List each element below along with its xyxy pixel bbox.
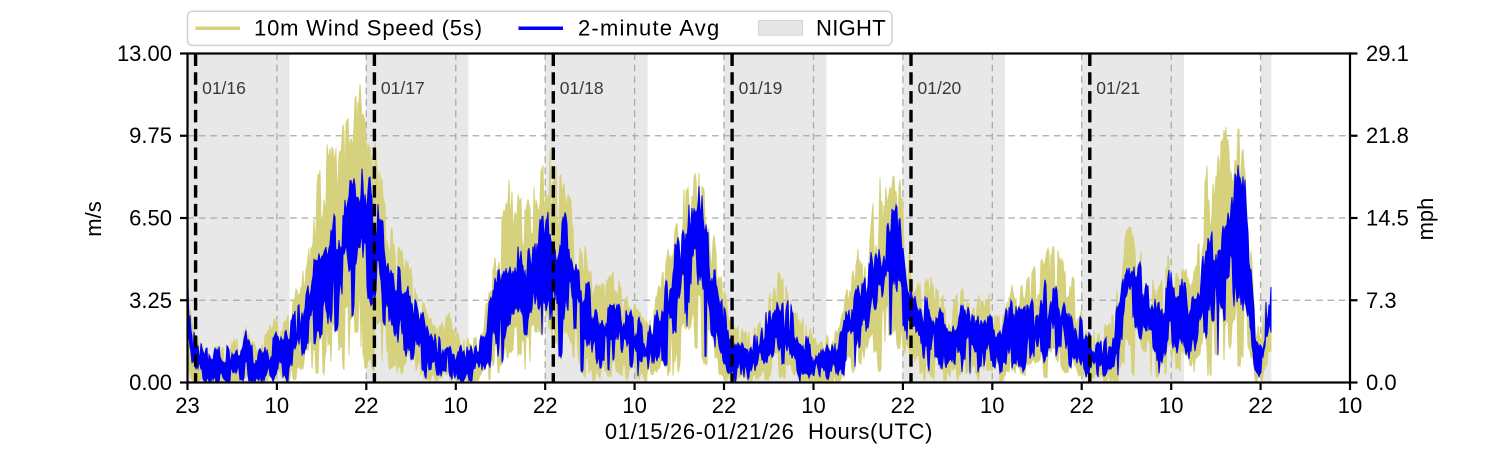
svg-text:01/18: 01/18 (560, 78, 604, 98)
svg-text:10: 10 (1338, 393, 1362, 418)
svg-text:0.0: 0.0 (1366, 370, 1397, 395)
svg-text:10: 10 (444, 393, 468, 418)
svg-text:10: 10 (265, 393, 289, 418)
svg-text:29.1: 29.1 (1366, 41, 1409, 66)
svg-text:22: 22 (354, 393, 378, 418)
svg-text:22: 22 (712, 393, 736, 418)
svg-text:7.3: 7.3 (1366, 288, 1397, 313)
svg-text:01/21: 01/21 (1096, 78, 1140, 98)
svg-text:21.8: 21.8 (1366, 123, 1409, 148)
svg-text:0.00: 0.00 (129, 370, 172, 395)
svg-text:mph: mph (1413, 198, 1438, 241)
svg-text:23: 23 (175, 393, 199, 418)
svg-text:01/16: 01/16 (202, 78, 246, 98)
svg-text:22: 22 (891, 393, 915, 418)
svg-text:3.25: 3.25 (129, 288, 172, 313)
svg-text:2-minute Avg: 2-minute Avg (578, 16, 720, 41)
svg-text:01/20: 01/20 (918, 78, 962, 98)
svg-text:10m Wind Speed (5s): 10m Wind Speed (5s) (254, 16, 483, 41)
svg-text:10: 10 (1159, 393, 1183, 418)
svg-text:10: 10 (980, 393, 1004, 418)
svg-text:01/19: 01/19 (739, 78, 783, 98)
svg-text:NIGHT: NIGHT (816, 16, 886, 41)
svg-text:22: 22 (1069, 393, 1093, 418)
svg-text:6.50: 6.50 (129, 206, 172, 231)
svg-text:22: 22 (1248, 393, 1272, 418)
svg-text:14.5: 14.5 (1366, 206, 1409, 231)
svg-text:10: 10 (622, 393, 646, 418)
svg-text:01/15/26-01/21/26 Hours(UTC): 01/15/26-01/21/26 Hours(UTC) (605, 419, 933, 444)
svg-text:01/17: 01/17 (381, 78, 425, 98)
svg-text:22: 22 (533, 393, 557, 418)
svg-text:10: 10 (801, 393, 825, 418)
svg-text:m/s: m/s (81, 201, 106, 236)
svg-text:9.75: 9.75 (129, 123, 172, 148)
svg-text:13.00: 13.00 (117, 41, 172, 66)
